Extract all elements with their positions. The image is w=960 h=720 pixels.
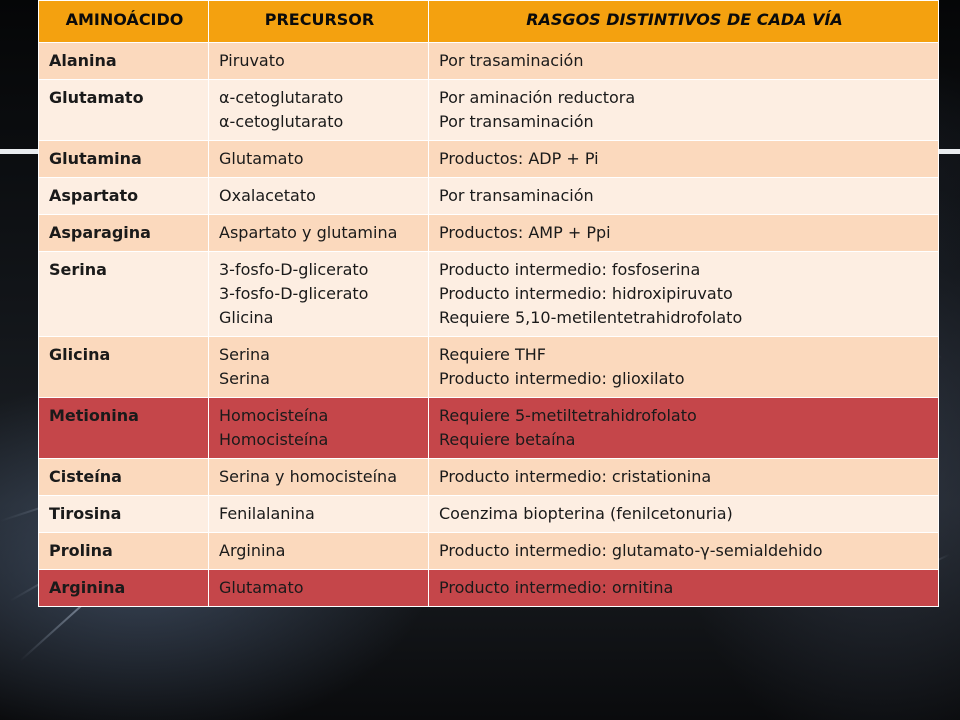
table-row: Cisteína Serina y homocisteína Producto in…	[38, 458, 939, 496]
precursor-text: Glicina	[219, 308, 274, 327]
precursor-cell: Homocisteína Homocisteína	[208, 397, 429, 459]
header-aminoacido: AMINOÁCIDO	[38, 0, 209, 43]
amino-acid-name: Prolina	[38, 532, 209, 570]
rasgos-cell: Requiere 5-metiltetrahidrofolato Requiere…	[428, 397, 939, 459]
amino-acid-name: Tirosina	[38, 495, 209, 533]
table-row: Aspartato Oxalacetato Por transaminación	[38, 177, 939, 215]
rasgos-cell: Coenzima biopterina (fenilcetonuria)	[428, 495, 939, 533]
precursor-cell: Glutamato	[208, 140, 429, 178]
precursor-text: Serina y homocisteína	[219, 467, 397, 486]
amino-acid-name: Metionina	[38, 397, 209, 459]
rasgo-text: Producto intermedio: glioxilato	[439, 369, 685, 388]
precursor-cell: Aspartato y glutamina	[208, 214, 429, 252]
table-row: Metionina Homocisteína Homocisteína Requier…	[38, 397, 939, 459]
precursor-cell: Glutamato	[208, 569, 429, 607]
rasgo-text: Por transaminación	[439, 186, 594, 205]
precursor-text: Glutamato	[219, 578, 304, 597]
rasgo-text: Por trasaminación	[439, 51, 584, 70]
table-row: Prolina Arginina Producto intermedio: glut…	[38, 532, 939, 570]
rasgos-cell: Productos: ADP + Pi	[428, 140, 939, 178]
precursor-cell: Serina Serina	[208, 336, 429, 398]
rasgos-cell: Requiere THF Producto intermedio: glioxil…	[428, 336, 939, 398]
rasgo-text: Producto intermedio: hidroxipiruvato	[439, 284, 733, 303]
rasgo-text: Producto intermedio: glutamato-γ-semiald…	[439, 541, 823, 560]
amino-acid-name: Glutamato	[38, 79, 209, 141]
rasgo-text: Requiere betaína	[439, 430, 576, 449]
rasgo-text: Producto intermedio: fosfoserina	[439, 260, 701, 279]
precursor-text: Homocisteína	[219, 430, 329, 449]
rasgos-cell: Por trasaminación	[428, 42, 939, 80]
rasgo-text: Requiere 5-metiltetrahidrofolato	[439, 406, 697, 425]
table-row: Serina 3-fosfo-D-glicerato 3-fosfo-D-glice…	[38, 251, 939, 337]
amino-acid-name: Asparagina	[38, 214, 209, 252]
precursor-text: Fenilalanina	[219, 504, 315, 523]
rasgo-text: Por aminación reductora	[439, 88, 636, 107]
amino-acid-name: Aspartato	[38, 177, 209, 215]
table-body: Alanina Piruvato Por trasaminación Glutamat…	[38, 42, 939, 607]
precursor-cell: Fenilalanina	[208, 495, 429, 533]
precursor-text: Homocisteína	[219, 406, 329, 425]
amino-acid-name: Alanina	[38, 42, 209, 80]
precursor-text: α-cetoglutarato	[219, 88, 344, 107]
amino-acid-name: Cisteína	[38, 458, 209, 496]
precursor-cell: Oxalacetato	[208, 177, 429, 215]
rasgo-text: Requiere THF	[439, 345, 546, 364]
precursor-cell: 3-fosfo-D-glicerato 3-fosfo-D-glicerato Gl…	[208, 251, 429, 337]
rasgos-cell: Producto intermedio: fosfoserina Producto…	[428, 251, 939, 337]
table-row: Glutamato α-cetoglutarato α-cetoglutarato P…	[38, 79, 939, 141]
rasgos-cell: Por aminación reductora Por transaminació…	[428, 79, 939, 141]
rasgos-cell: Productos: AMP + Ppi	[428, 214, 939, 252]
table-row: Glicina Serina Serina Requiere THF Producto …	[38, 336, 939, 398]
precursor-text: Aspartato y glutamina	[219, 223, 398, 242]
amino-acid-name: Serina	[38, 251, 209, 337]
rasgos-cell: Por transaminación	[428, 177, 939, 215]
precursor-text: Serina	[219, 345, 270, 364]
table-header-row: AMINOÁCIDO PRECURSOR RASGOS DISTINTIVOS …	[38, 0, 939, 43]
precursor-text: Piruvato	[219, 51, 285, 70]
table-row: Tirosina Fenilalanina Coenzima biopterina …	[38, 495, 939, 533]
header-precursor: PRECURSOR	[208, 0, 429, 43]
amino-acid-name: Arginina	[38, 569, 209, 607]
rasgos-cell: Producto intermedio: ornitina	[428, 569, 939, 607]
rasgo-text: Requiere 5,10-metilentetrahidrofolato	[439, 308, 743, 327]
header-rasgos: RASGOS DISTINTIVOS DE CADA VÍA	[428, 0, 939, 43]
precursor-cell: α-cetoglutarato α-cetoglutarato	[208, 79, 429, 141]
precursor-text: Oxalacetato	[219, 186, 316, 205]
rasgo-text: Producto intermedio: ornitina	[439, 578, 674, 597]
rasgos-cell: Producto intermedio: cristationina	[428, 458, 939, 496]
table-row: Alanina Piruvato Por trasaminación	[38, 42, 939, 80]
precursor-text: 3-fosfo-D-glicerato	[219, 284, 369, 303]
rasgo-text: Coenzima biopterina (fenilcetonuria)	[439, 504, 733, 523]
precursor-text: Serina	[219, 369, 270, 388]
precursor-text: α-cetoglutarato	[219, 112, 344, 131]
precursor-text: 3-fosfo-D-glicerato	[219, 260, 369, 279]
rasgo-text: Producto intermedio: cristationina	[439, 467, 712, 486]
precursor-cell: Arginina	[208, 532, 429, 570]
amino-acid-table: AMINOÁCIDO PRECURSOR RASGOS DISTINTIVOS …	[38, 0, 939, 607]
table-row: Asparagina Aspartato y glutamina Productos…	[38, 214, 939, 252]
precursor-text: Arginina	[219, 541, 286, 560]
rasgo-text: Por transaminación	[439, 112, 594, 131]
rasgo-text: Productos: AMP + Ppi	[439, 223, 611, 242]
table-row: Glutamina Glutamato Productos: ADP + Pi	[38, 140, 939, 178]
precursor-cell: Piruvato	[208, 42, 429, 80]
rasgo-text: Productos: ADP + Pi	[439, 149, 599, 168]
amino-acid-name: Glutamina	[38, 140, 209, 178]
rasgos-cell: Producto intermedio: glutamato-γ-semiald…	[428, 532, 939, 570]
precursor-text: Glutamato	[219, 149, 304, 168]
amino-acid-name: Glicina	[38, 336, 209, 398]
precursor-cell: Serina y homocisteína	[208, 458, 429, 496]
table-row: Arginina Glutamato Producto intermedio: or…	[38, 569, 939, 607]
